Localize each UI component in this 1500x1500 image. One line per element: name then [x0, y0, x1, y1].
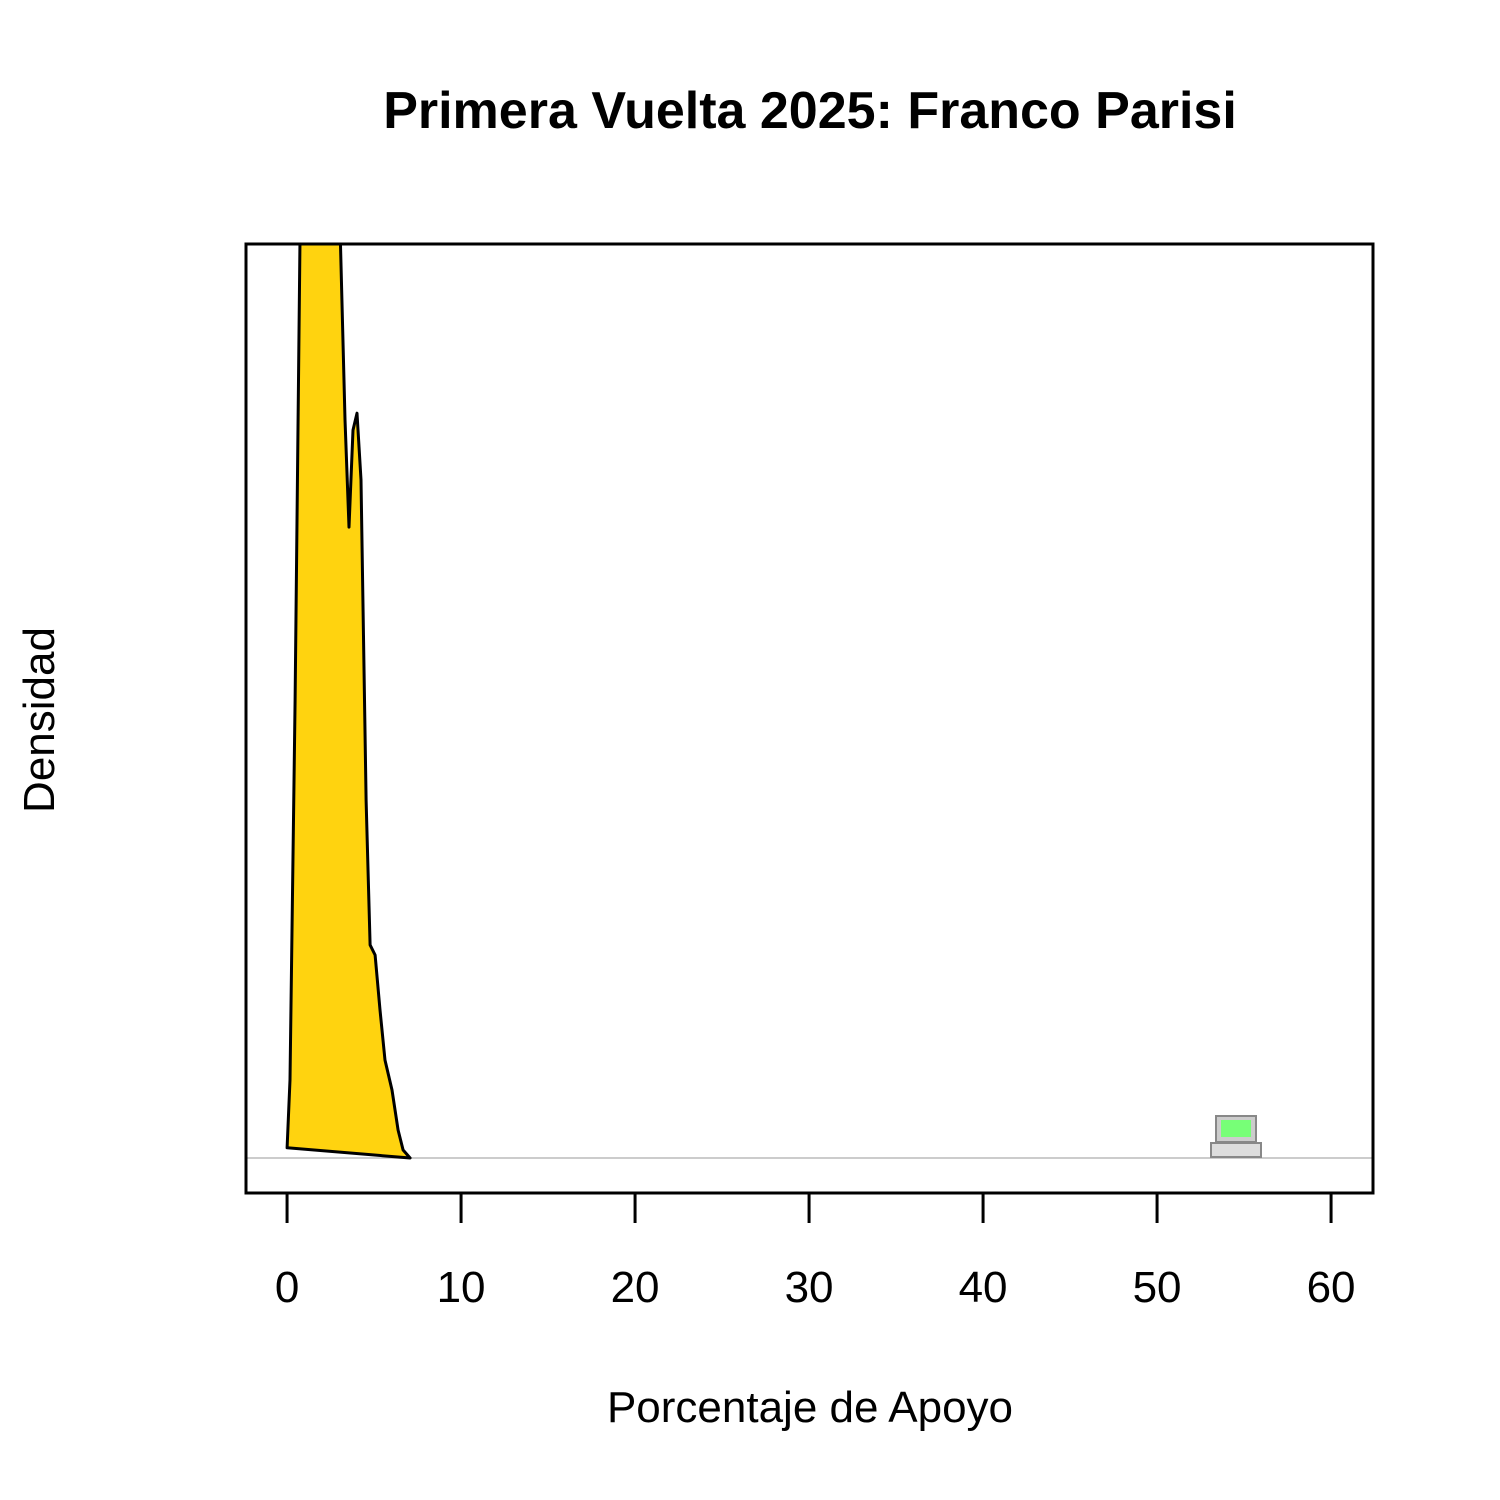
x-tick-label: 60	[1307, 1263, 1356, 1312]
x-tick-label: 20	[611, 1263, 660, 1312]
plot-frame	[244, 242, 1375, 1195]
x-tick-label: 30	[785, 1263, 834, 1312]
x-axis-label: Porcentaje de Apoyo	[607, 1383, 1013, 1432]
plot-area	[246, 244, 1373, 1160]
x-tick-label: 40	[959, 1263, 1008, 1312]
y-axis-label: Densidad	[15, 627, 64, 813]
x-tick-label: 50	[1133, 1263, 1182, 1312]
chart-title: Primera Vuelta 2025: Franco Parisi	[383, 82, 1237, 140]
x-tick-label: 0	[275, 1263, 299, 1312]
x-tick-label: 10	[437, 1263, 486, 1312]
computer-icon	[1210, 1115, 1262, 1158]
density-area	[285, 244, 412, 1160]
